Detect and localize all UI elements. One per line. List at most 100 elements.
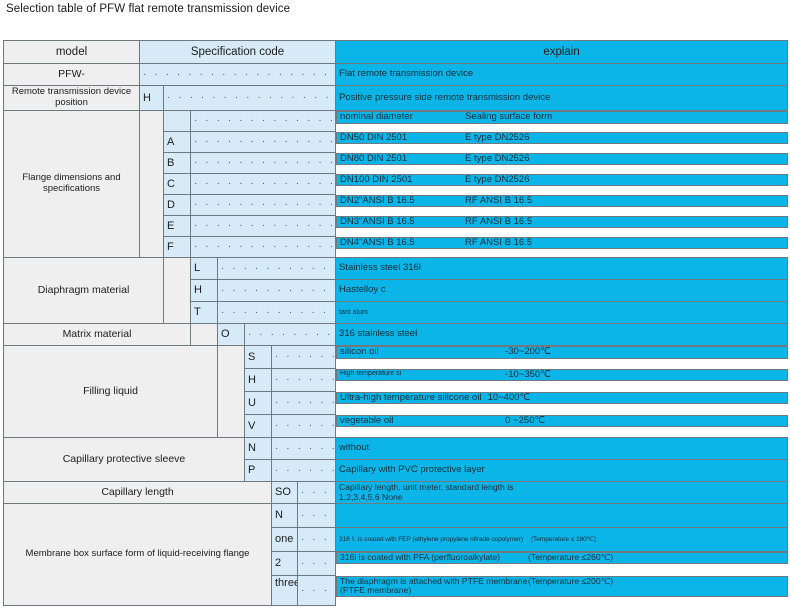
explain-flange-d: DN2"ANSI B 16.5 RF ANSI B 16.5 [336,194,788,208]
code-cell: T [190,301,218,324]
explain-value: 10~400℃ [487,391,531,403]
explain-key: DN50 DIN 2501 [340,131,408,143]
explain-value: -10~350℃ [505,368,551,380]
table-row: C · · · · · · · · · · · · · · · · · · · … [4,173,788,195]
code-cell: N [244,437,272,460]
code-cell: C [163,173,191,195]
table-row: F · · · · · · · · · · · · · · · · · · · … [4,236,788,258]
dots-leader: · · · · · · · · · · · · · · · · · · · · … [189,236,337,258]
explain-value: RF ANSI B 16.5 [465,215,533,227]
dots-leader: · · · · · · · · · · · · · · · · · · · · … [270,391,337,415]
explain-value: E type DN2526 [465,131,530,143]
explain-key: nominal diameter [340,111,413,122]
dots-leader: · · · · · · · · · · · · · · · · · · · · … [296,551,337,576]
dots-leader: · · · · · · · · · · · · · · · · · · · · … [243,323,337,346]
table-row: PFW- · · · · · · · · · · · · · · · · · ·… [3,63,789,86]
explain-capillary-length: Capillary length, unit meter, standard l… [335,481,789,504]
explain-value: (Temperature ≤ 180℃) [530,535,597,543]
explain-value: (Temperature ≤260℃) [528,552,614,562]
row-label-remote-transmission-device-position: Remote transmission device position [3,85,140,111]
explain-membrane-one: 316ｌ is coated with FEP (ethylene propyl… [335,527,789,552]
table-row: Remote transmission device position H · … [3,85,789,111]
dots-leader: · · · · · · · · · · · · · · · · · · · · … [189,194,337,216]
spacer-cell [139,110,164,258]
explain-value: RF ANSI B 16.5 [465,194,533,206]
code-cell: one [271,527,298,552]
explain-membrane-n [335,503,789,528]
explain-key: DN2"ANSI B 16.5 [340,194,415,206]
table-row: B · · · · · · · · · · · · · · · · · · · … [4,152,788,174]
dots-leader: · · · · · · · · · · · · · · · · · · · · … [270,368,337,392]
explain-value: E type DN2526 [465,152,530,164]
explain-flange-e: DN3"ANSI B 16.5 RF ANSI B 16.5 [336,215,788,229]
code-cell: L [190,257,218,280]
explain-remote-transmission-device-position: Positive pressure side remote transmissi… [335,85,789,111]
explain-key: Capillary length, unit meter, standard l… [339,481,514,492]
explain-key: The diaphragm is attached with PTFE memb… [340,575,528,596]
explain-value: RF ANSI B 16.5 [465,236,533,248]
code-cell: H [190,279,218,302]
table-header-row: model Specification code explain [3,40,789,64]
dots-leader: · · · · · · · · · · · · · · · · · · · · … [216,301,337,324]
explain-key: 316ｌ is coated with FEP (ethylene propyl… [339,535,523,543]
explain-sleeve-n: without [335,437,789,460]
table-row: H · · · · · · · · · · · · · · · · · · · … [4,279,789,302]
table-row: one · · · · · · · · · · · · · · · · · · … [4,527,789,552]
selection-table: model Specification code explain PFW- · … [3,40,789,606]
dots-leader: · · · · · · · · · · · · · · · · · · · · … [216,257,337,280]
explain-membrane-2: 316l is coated with PFA (perfluoroalkyla… [336,552,788,564]
explain-key: vegetable oil [340,414,394,426]
explain-pfw: Flat remote transmission device [335,63,789,86]
dots-leader: · · · · · · · · · · · · · · · · · · · · … [216,279,337,302]
explain-flange-header: nominal diameter Sealing surface form [336,111,788,124]
table-row: Flange dimensions and specifications · ·… [3,110,788,258]
explain-key: DN3"ANSI B 16.5 [340,215,415,227]
code-cell: V [244,414,272,438]
code-cell: H [244,368,272,392]
table-row: Matrix material O · · · · · · · · · · · … [3,323,789,346]
explain-filling-s: silicon oil -30~200℃ [336,346,788,359]
explain-matrix-o: 316 stainless steel [335,323,789,346]
dots-leader: · · · · · · · · · · · · · · · · · · · · … [189,152,337,174]
explain-flange-a: DN50 DIN 2501 E type DN2526 [336,131,788,145]
explain-value: Sealing surface form [465,111,553,122]
explain-diaphragm-h: Hastelloy c [335,279,789,302]
dots-leader: · · · · · · · · · · · · · · · · · · · · … [270,459,337,482]
explain-filling-v: vegetable oil 0 ~250℃ [336,414,788,428]
dots-leader: · · · · · · · · · · · · · · · · · · · · … [270,414,337,438]
explain-value: (Temperature ≤200℃) [528,575,614,586]
row-label-pfw: PFW- [3,63,140,86]
explain-value: -30~200℃ [505,346,551,357]
spacer-cell [217,345,245,438]
dots-leader: · · · · · · · · · · · · · · · · · · · · … [270,437,337,460]
page-title: Selection table of PFW flat remote trans… [6,3,291,15]
dots-leader: · · · · · · · · · · · · · · · · · · · · … [296,575,337,606]
explain-key: tant alum [339,309,368,316]
explain-key: DN100 DIN 2501 [340,173,413,185]
row-label-matrix-material: Matrix material [3,323,191,346]
table-row: Diaphragm material L · · · · · · · · · ·… [3,257,789,324]
header-explain: explain [335,40,789,64]
explain-flange-c: DN100 DIN 2501 E type DN2526 [336,173,788,187]
code-cell: D [163,194,191,216]
table-row: H · · · · · · · · · · · · · · · · · · · … [4,368,788,392]
table-row: 2 · · · · · · · · · · · · · · · · · · · … [4,551,788,576]
dots-leader: · · · · · · · · · · · · · · · · · · · · … [189,215,337,237]
explain-key: silicon oil [340,346,379,357]
explain-value: E type DN2526 [465,173,530,185]
dots-leader: · · · · · · · · · · · · · · · · · · · · … [270,345,337,369]
code-cell: A [163,131,191,153]
code-cell: U [244,391,272,415]
header-model: model [3,40,140,64]
code-cell: 2 [271,551,298,576]
explain-filling-h: High temperature si -10~350℃ [336,368,788,382]
table-row: Membrane box surface form of liquid-rece… [3,503,789,606]
code-cell: N [271,503,298,528]
table-row: three · · · · · · · · · · · · · · · · · … [4,575,788,606]
spacer-cell [190,323,218,346]
row-label-diaphragm-material: Diaphragm material [3,257,164,324]
code-cell: H [139,85,164,111]
explain-key: 316l is coated with PFA (perfluoroalkyla… [340,552,501,562]
code-cell: S [244,345,272,369]
